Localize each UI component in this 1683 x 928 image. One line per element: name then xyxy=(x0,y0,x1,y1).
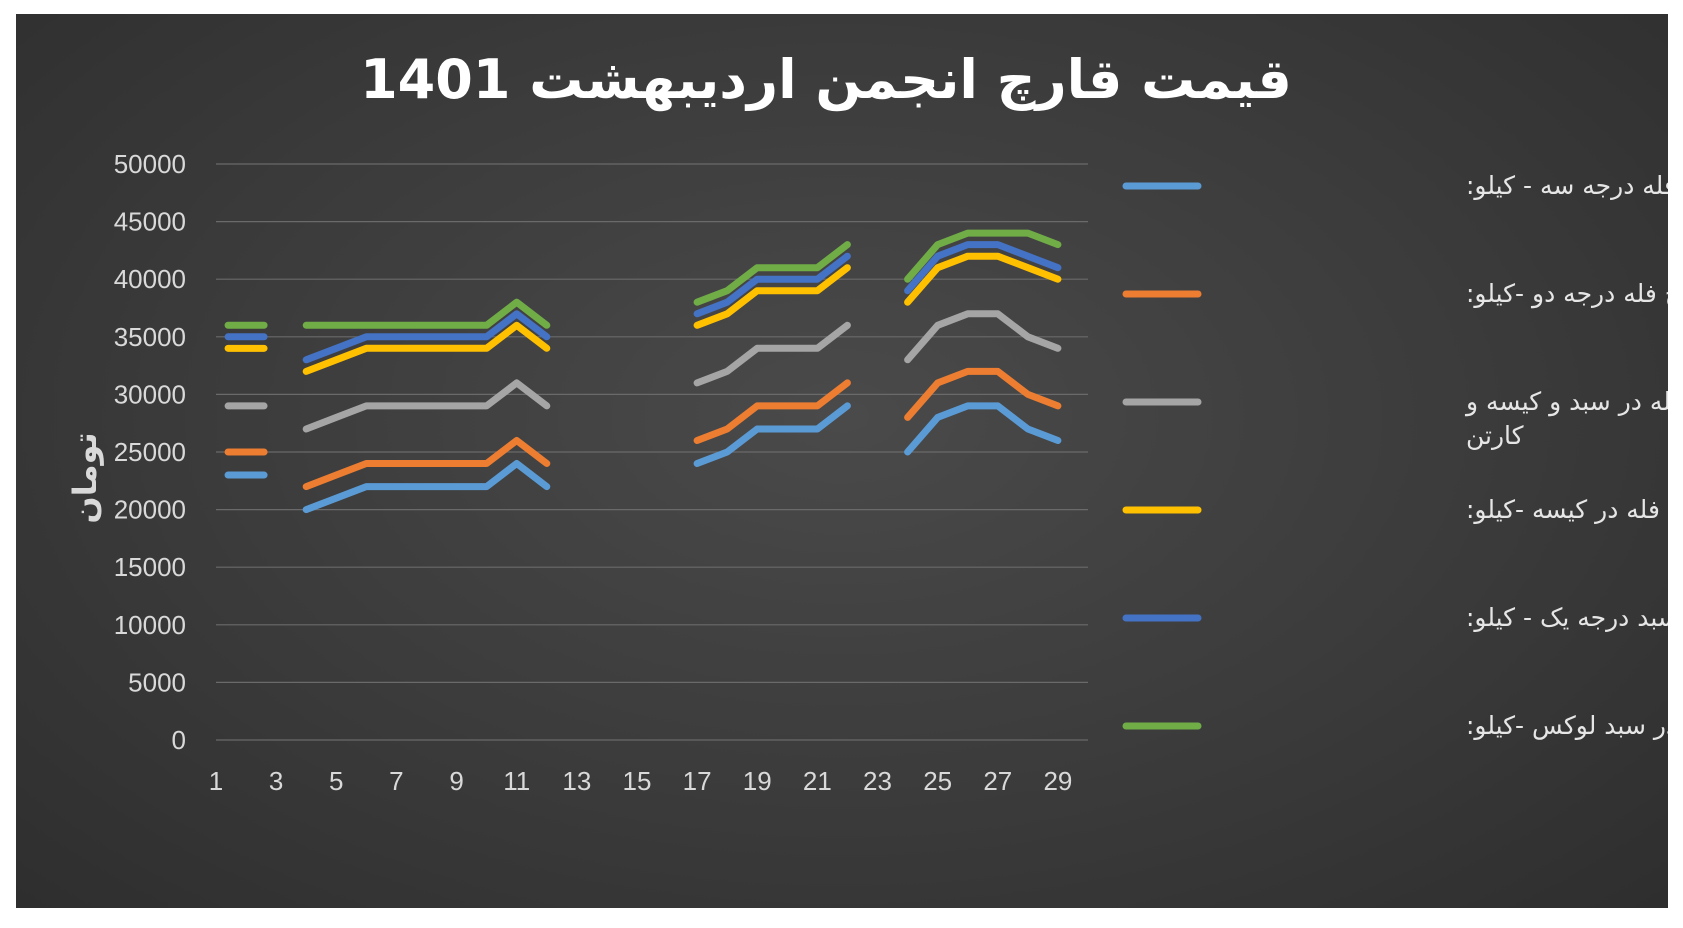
series-line xyxy=(302,310,551,364)
legend-item: قارچ فله سبد درجه یک - کیلو: xyxy=(1122,603,1668,632)
series-line xyxy=(302,460,551,514)
chart-title: قیمت قارچ انجمن اردیبهشت 1401 xyxy=(360,48,1292,111)
series-line xyxy=(693,321,851,387)
series-line xyxy=(302,379,551,433)
series-line xyxy=(693,241,851,306)
x-axis-ticks: 1 3 5 7 9 11 13 15 17 19 21 23 25 27 29 xyxy=(209,766,1073,796)
x-tick-label: 3 xyxy=(269,766,283,796)
x-tick-label: 25 xyxy=(923,766,952,796)
x-tick-label: 7 xyxy=(389,766,403,796)
x-tick-label: 29 xyxy=(1043,766,1072,796)
x-tick-label: 21 xyxy=(803,766,832,796)
x-tick-label: 9 xyxy=(449,766,463,796)
series-line xyxy=(302,298,551,329)
legend-item: قارچ فله درجه دو -کیلو: xyxy=(1122,279,1668,309)
x-tick-label: 15 xyxy=(623,766,652,796)
y-tick-label: 15000 xyxy=(114,552,186,582)
x-tick-label: 1 xyxy=(209,766,223,796)
series-2 xyxy=(224,367,1062,491)
series-line xyxy=(693,264,851,329)
legend-label: قارچ فله سبد درجه یک - کیلو: xyxy=(1466,603,1668,632)
legend-item: قارچ فله درجه سه - کیلو: xyxy=(1122,171,1668,200)
y-tick-label: 35000 xyxy=(114,322,186,352)
series-line xyxy=(693,402,851,467)
x-tick-label: 5 xyxy=(329,766,343,796)
y-tick-label: 5000 xyxy=(128,667,186,697)
legend-label: کارتن xyxy=(1466,421,1524,450)
y-tick-label: 20000 xyxy=(114,495,186,525)
series-line xyxy=(904,229,1062,283)
series-lines xyxy=(224,229,1062,514)
legend-label: قارچ فله در سبد و کیسه و xyxy=(1464,387,1668,417)
series-line xyxy=(904,241,1062,295)
series-line xyxy=(693,252,851,318)
legend-item: قارچ فله در سبد و کیسه و کارتن xyxy=(1122,387,1668,450)
legend: قارچ فله درجه سه - کیلو: قارچ فله درجه دو… xyxy=(1122,171,1668,740)
chart-frame: قیمت قارچ انجمن اردیبهشت 1401 0 5000 10000… xyxy=(16,14,1668,908)
series-line xyxy=(904,367,1062,421)
y-tick-label: 10000 xyxy=(114,610,186,640)
series-line xyxy=(904,402,1062,456)
y-tick-label: 0 xyxy=(172,725,186,755)
line-chart: قیمت قارچ انجمن اردیبهشت 1401 0 5000 10000… xyxy=(66,48,1668,796)
legend-item: قارچ فله در کیسه -کیلو: xyxy=(1122,495,1668,524)
series-6 xyxy=(224,229,1062,329)
series-line xyxy=(302,437,551,491)
series-line xyxy=(904,252,1062,306)
legend-label: قارچ فله درجه سه - کیلو: xyxy=(1466,171,1668,200)
x-tick-label: 11 xyxy=(503,766,530,796)
series-4 xyxy=(224,252,1062,375)
y-tick-label: 25000 xyxy=(114,437,186,467)
gridlines xyxy=(216,163,1088,741)
series-line xyxy=(904,310,1062,364)
x-tick-label: 27 xyxy=(983,766,1012,796)
series-1 xyxy=(224,402,1062,514)
x-tick-label: 23 xyxy=(863,766,892,796)
legend-item: قارچ در سبد لوکس -کیلو: xyxy=(1122,711,1668,740)
y-axis-ticks: 0 5000 10000 15000 20000 25000 30000 35000 40000… xyxy=(114,149,186,755)
y-tick-label: 45000 xyxy=(114,207,186,237)
y-tick-label: 50000 xyxy=(114,149,186,179)
series-5 xyxy=(224,241,1062,364)
series-line xyxy=(693,379,851,444)
legend-label: قارچ فله در کیسه -کیلو: xyxy=(1466,495,1668,524)
series-line xyxy=(302,321,551,375)
y-tick-label: 40000 xyxy=(114,264,186,294)
x-tick-label: 19 xyxy=(743,766,772,796)
series-3 xyxy=(224,310,1062,433)
x-tick-label: 17 xyxy=(683,766,712,796)
x-tick-label: 13 xyxy=(562,766,591,796)
legend-label: قارچ فله درجه دو -کیلو: xyxy=(1466,279,1668,309)
legend-label: قارچ در سبد لوکس -کیلو: xyxy=(1466,711,1668,740)
y-tick-label: 30000 xyxy=(114,379,186,409)
y-axis-label: تومان xyxy=(66,432,104,523)
